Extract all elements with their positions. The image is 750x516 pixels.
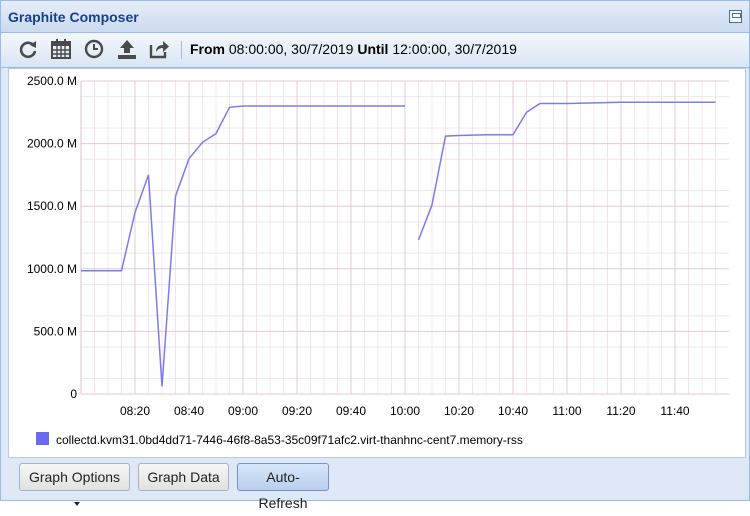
x-tick-label: 09:40	[336, 404, 366, 418]
from-label: From	[190, 41, 225, 57]
clock-icon[interactable]	[83, 38, 105, 60]
y-tick-label: 500.0 M	[34, 324, 77, 338]
x-tick-label: 11:00	[552, 404, 581, 418]
y-tick-label: 2000.0 M	[27, 137, 77, 151]
calendar-icon[interactable]	[50, 38, 72, 60]
y-tick-label: 1500.0 M	[27, 199, 77, 213]
panel-header: Graphite Composer	[1, 1, 749, 33]
until-label: Until	[357, 41, 388, 57]
legend-swatch	[36, 432, 49, 445]
y-tick-label: 2500.0 M	[27, 74, 77, 88]
composer-toolbar: From 08:00:00, 30/7/2019 Until 12:00:00,…	[1, 33, 749, 68]
until-value: 12:00:00, 30/7/2019	[392, 41, 517, 57]
chevron-down-icon	[74, 502, 80, 506]
graphite-composer-panel: Graphite Composer From 08:00:00, 30/7/	[0, 0, 750, 501]
graph-data-button[interactable]: Graph Data	[138, 463, 229, 491]
y-tick-label: 1000.0 M	[27, 262, 77, 276]
refresh-icon[interactable]	[17, 38, 39, 60]
x-tick-label: 11:40	[660, 404, 689, 418]
x-tick-label: 10:40	[498, 404, 528, 418]
toolbar-separator	[181, 41, 182, 59]
x-tick-label: 11:20	[606, 404, 635, 418]
x-tick-label: 09:00	[228, 404, 258, 418]
memory-rss-chart: 0 500.0 M 1000.0 M 1500.0 M 2000.0 M 2500.0 M…	[9, 69, 745, 457]
x-tick-label: 08:20	[120, 404, 150, 418]
bottom-toolbar: Graph Options Graph Data Auto-Refresh	[1, 458, 749, 500]
auto-refresh-button[interactable]: Auto-Refresh	[237, 463, 329, 491]
x-tick-label: 09:20	[282, 404, 312, 418]
graph-options-button[interactable]: Graph Options	[19, 463, 130, 491]
graph-options-label: Graph Options	[29, 469, 120, 485]
upload-icon[interactable]	[116, 38, 138, 60]
from-value: 08:00:00, 30/7/2019	[229, 41, 354, 57]
panel-title: Graphite Composer	[8, 9, 139, 25]
x-tick-label: 08:40	[174, 404, 204, 418]
graph-area[interactable]: 0 500.0 M 1000.0 M 1500.0 M 2000.0 M 2500.0 M…	[8, 68, 746, 458]
time-range[interactable]: From 08:00:00, 30/7/2019 Until 12:00:00,…	[190, 41, 517, 57]
legend-label: collectd.kvm31.0bd4dd71-7446-46f8-8a53-3…	[56, 433, 523, 447]
x-tick-label: 10:20	[444, 404, 474, 418]
share-icon[interactable]	[148, 38, 170, 60]
collapse-icon[interactable]	[729, 10, 742, 23]
y-tick-label: 0	[70, 387, 77, 401]
x-tick-label: 10:00	[390, 404, 420, 418]
